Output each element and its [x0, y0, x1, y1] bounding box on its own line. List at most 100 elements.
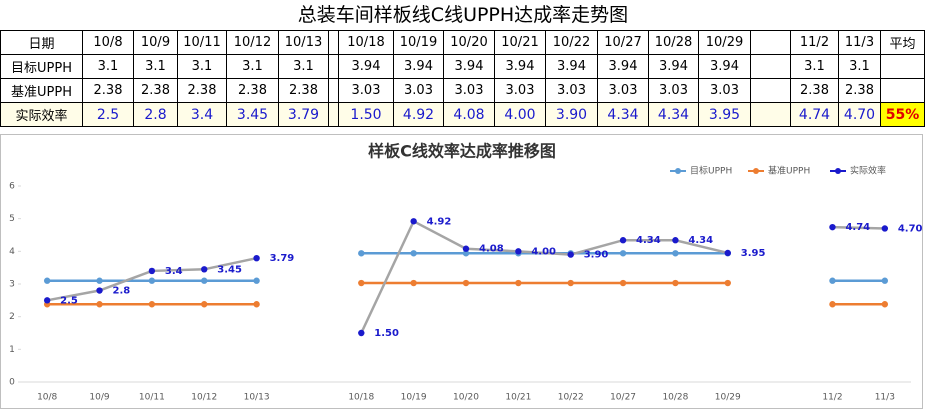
- data-point: [358, 329, 365, 337]
- chart: 样板C线效率达成率推移图 0 1 2 3 4 5 6 10/8 10/9 10/11 10/12 10…: [0, 134, 923, 409]
- data-point: [672, 237, 679, 244]
- table-cell: 10/27: [597, 30, 649, 55]
- data-point: [253, 254, 260, 262]
- table-cell: 10/18: [338, 30, 394, 55]
- data-point: [881, 301, 889, 308]
- table-cell: 4.00: [494, 102, 546, 127]
- data-point: [829, 277, 836, 284]
- page-title: 总装车间样板线C线UPPH达成率走势图: [297, 4, 629, 26]
- table-cell: 3.1: [278, 54, 329, 79]
- table-cell: [328, 54, 339, 79]
- y-tick-label: 0: [9, 378, 15, 388]
- table-cell: 3.4: [177, 102, 227, 127]
- data-point: [148, 277, 156, 284]
- data-label: 2.5: [60, 295, 78, 306]
- data-label: 4.34: [636, 235, 661, 246]
- data-point: [829, 301, 836, 308]
- data-point: [201, 301, 208, 308]
- data-point: [881, 225, 889, 232]
- table-cell: 3.94: [443, 54, 495, 79]
- table-cell: 4.70: [838, 102, 881, 127]
- x-tick-label: 11/3: [875, 393, 895, 403]
- data-point: [410, 250, 417, 257]
- table-row: 日期 10/8 10/9 10/11 10/12 10/13 10/18 10/19 10/20…: [0, 30, 925, 55]
- table-cell: [328, 78, 339, 103]
- table-cell: [880, 54, 925, 79]
- table-cell: 10/12: [226, 30, 279, 55]
- data-point: [96, 301, 103, 308]
- x-tick-label: 10/19: [401, 393, 427, 403]
- table-cell: 3.45: [226, 102, 279, 127]
- table-cell: 3.03: [597, 78, 649, 103]
- x-tick-label: 10/29: [715, 393, 741, 403]
- table-cell: 3.1: [177, 54, 227, 79]
- table-cell: 10/9: [133, 30, 178, 55]
- table-cell: 4.74: [790, 102, 839, 127]
- y-tick-label: 4: [9, 247, 15, 257]
- table-cell: 4.34: [648, 102, 699, 127]
- table-cell: 10/19: [393, 30, 444, 55]
- data-point: [829, 223, 836, 231]
- legend-label: 实际效率: [850, 165, 886, 177]
- data-point: [201, 277, 208, 284]
- data-point: [515, 248, 522, 255]
- table-cell: 平均: [880, 30, 925, 55]
- table-cell: 4.08: [443, 102, 495, 127]
- data-label: 3.79: [270, 253, 295, 264]
- table-cell: 目标UPPH: [0, 54, 83, 79]
- x-tick-label: 10/21: [505, 393, 531, 403]
- data-point: [43, 297, 51, 304]
- table-cell: 3.03: [698, 78, 751, 103]
- x-tick-label: 10/28: [662, 393, 688, 403]
- table-cell: 3.03: [338, 78, 394, 103]
- data-label: 3.45: [217, 264, 242, 275]
- legend-marker: [835, 168, 841, 174]
- data-point: [672, 279, 679, 287]
- data-label: 4.74: [845, 222, 870, 233]
- x-tick-label: 10/11: [139, 393, 165, 403]
- table-cell: 1.50: [338, 102, 394, 127]
- table-cell: 3.03: [545, 78, 598, 103]
- table-cell: 3.79: [278, 102, 329, 127]
- data-point: [619, 279, 627, 287]
- data-label: 4.00: [531, 246, 556, 257]
- table-cell: 3.94: [545, 54, 598, 79]
- table-cell: 2.38: [177, 78, 227, 103]
- data-point: [619, 250, 627, 257]
- table-cell: 4.92: [393, 102, 444, 127]
- y-tick-label: 5: [9, 214, 15, 224]
- table-cell: [328, 30, 339, 55]
- table-cell: 2.38: [790, 78, 839, 103]
- data-point: [253, 277, 260, 284]
- table-cell: 3.94: [338, 54, 394, 79]
- table-row: 目标UPPH 3.1 3.1 3.1 3.1 3.1 3.94 3.94 3.94 3.94 3.9…: [0, 54, 925, 79]
- table-cell: 10/8: [82, 30, 134, 55]
- x-tick-label: 10/20: [453, 393, 479, 403]
- data-point: [96, 277, 103, 284]
- table-cell: 日期: [0, 30, 83, 55]
- data-label: 4.70: [898, 223, 923, 234]
- table-cell: 10/22: [545, 30, 598, 55]
- table-cell: 3.95: [698, 102, 751, 127]
- data-point: [253, 301, 260, 308]
- table-cell: [750, 78, 791, 103]
- table-cell: 10/13: [278, 30, 329, 55]
- table-cell: 3.94: [494, 54, 546, 79]
- table-cell: 3.1: [838, 54, 881, 79]
- data-point: [515, 279, 522, 287]
- x-tick-label: 10/9: [89, 393, 109, 403]
- table-cell: 2.38: [838, 78, 881, 103]
- table-cell: 3.1: [82, 54, 134, 79]
- data-label: 1.50: [374, 328, 399, 339]
- data-point: [672, 250, 679, 257]
- table-cell: 3.94: [698, 54, 751, 79]
- table-cell: 2.38: [226, 78, 279, 103]
- data-label: 4.92: [427, 216, 452, 227]
- legend-marker: [675, 168, 681, 174]
- data-point: [462, 245, 470, 252]
- x-tick-label: 10/22: [558, 393, 584, 403]
- x-tick-label: 10/12: [191, 393, 217, 403]
- table-cell: 2.38: [82, 78, 134, 103]
- table-cell: 3.94: [648, 54, 699, 79]
